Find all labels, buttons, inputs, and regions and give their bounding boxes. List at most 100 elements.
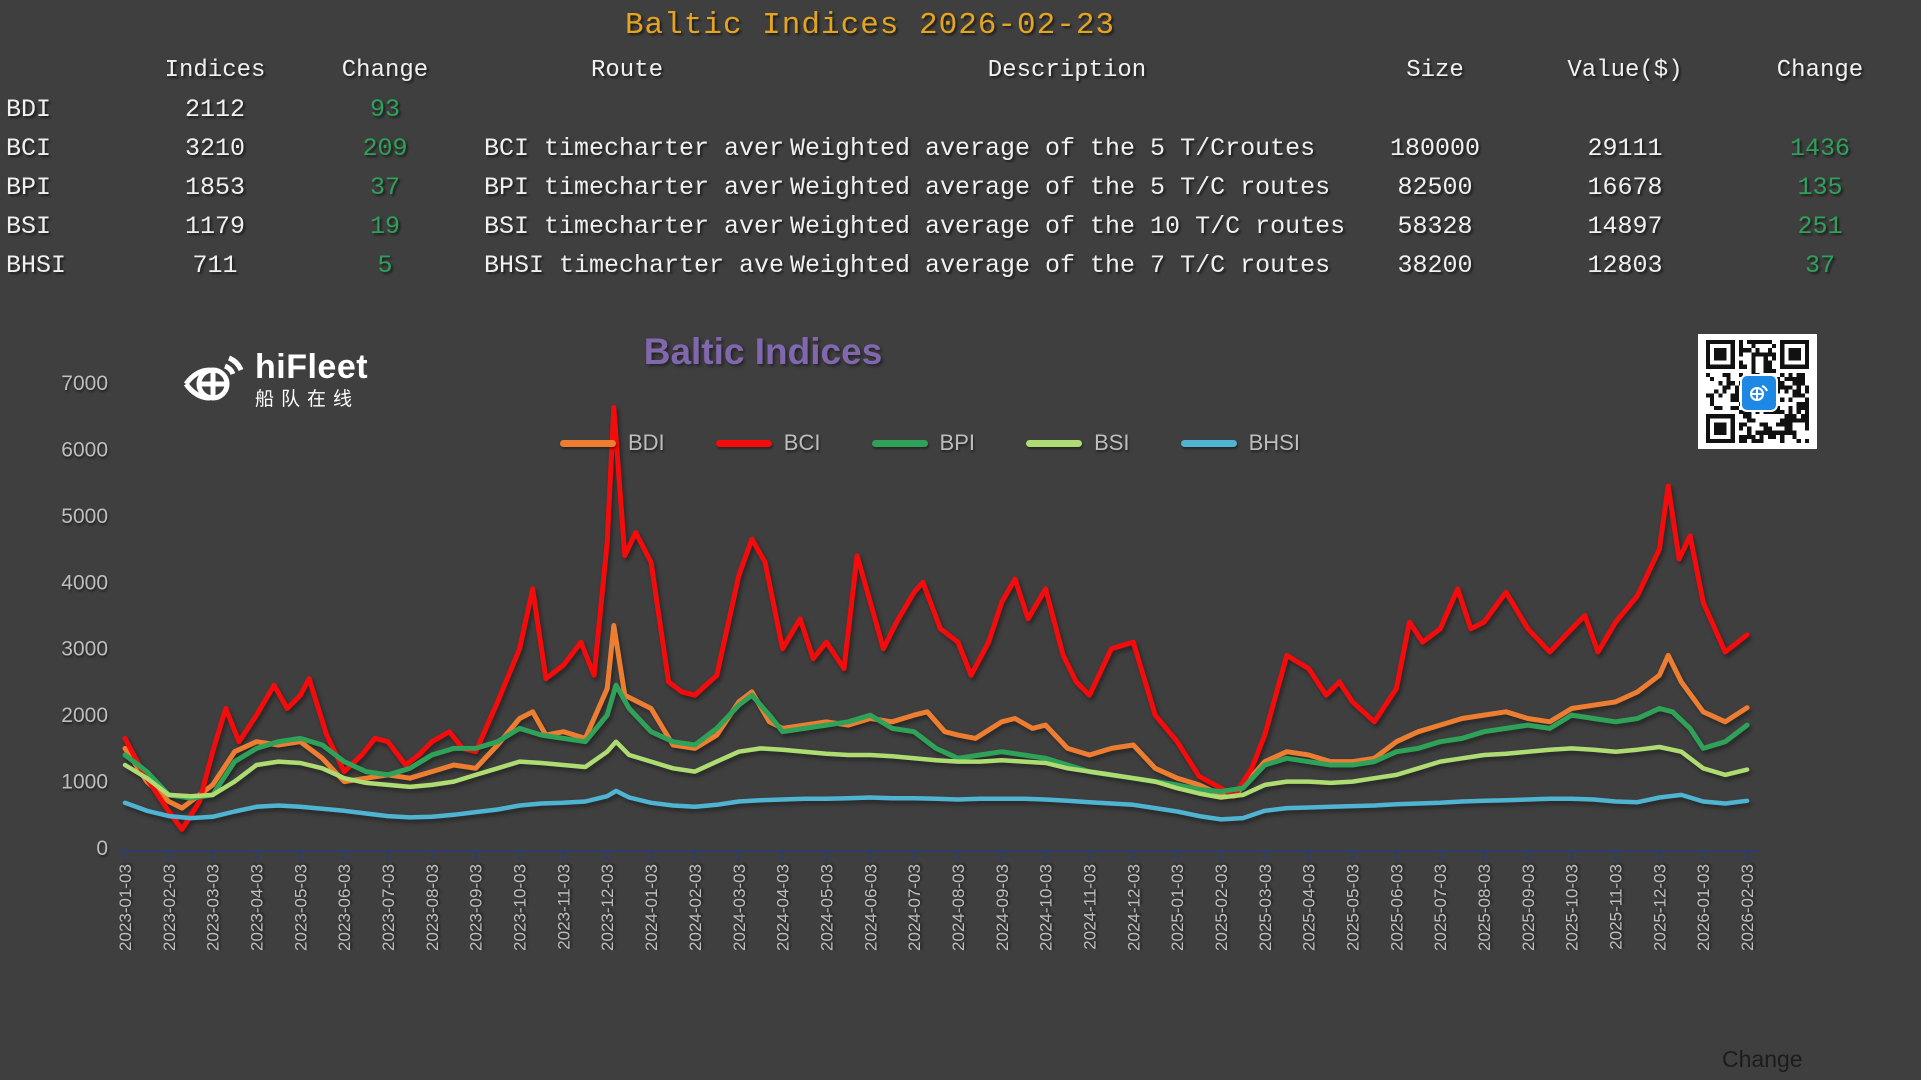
series-line-bhsi [122,788,1750,822]
svg-text:2023-01-03: 2023-01-03 [116,864,135,951]
row-value: 29111 [1587,134,1663,163]
legend-item-bdi: BDI [560,430,665,456]
svg-text:6000: 6000 [61,438,108,461]
col-indices: Indices [164,56,266,84]
svg-text:4000: 4000 [61,571,108,594]
svg-text:2024-01-03: 2024-01-03 [642,864,661,951]
svg-text:2024-04-03: 2024-04-03 [774,864,793,951]
row-route: BHSI timecharter ave [484,251,784,280]
legend-label: BCI [783,430,821,455]
col-value: Value($) [1567,56,1683,84]
row-value: 12803 [1587,251,1663,280]
legend-item-bsi: BSI [1026,430,1130,456]
row-description: Weighted average of the 10 T/C routes [790,212,1346,241]
col-size: Size [1406,56,1464,84]
legend-label: BPI [939,430,975,455]
series-line-bdi [122,623,1750,811]
series-line-bci [122,405,1750,832]
row-value-change: 251 [1797,212,1843,241]
svg-text:2025-04-03: 2025-04-03 [1300,864,1319,951]
row-route: BCI timecharter aver [484,134,784,163]
svg-text:2024-02-03: 2024-02-03 [686,864,705,951]
legend-swatch [1180,439,1237,447]
svg-text:2000: 2000 [61,704,108,727]
svg-text:2023-04-03: 2023-04-03 [248,864,267,951]
legend-item-bhsi: BHSI [1180,430,1300,456]
svg-text:2025-05-03: 2025-05-03 [1344,864,1363,951]
report-title: Baltic Indices 2026-02-23 [624,8,1116,43]
row-description: Weighted average of the 5 T/C routes [790,173,1331,202]
legend-label: BSI [1094,430,1130,455]
col-value-change: Change [1776,56,1864,84]
row-route: BSI timecharter aver [484,212,784,241]
row-change: 19 [369,212,400,241]
svg-text:2023-02-03: 2023-02-03 [160,864,179,951]
svg-text:2023-06-03: 2023-06-03 [335,864,354,951]
svg-text:2024-06-03: 2024-06-03 [861,864,880,951]
hifleet-subtitle: 船队在线 [255,389,360,410]
table-row: BPI 1853 37 BPI timecharter aver Weighted av… [0,168,1921,207]
row-route: BPI timecharter aver [484,173,784,202]
row-index: 1853 [184,173,245,202]
qr-code [1698,334,1817,449]
col-description: Description [987,56,1147,84]
legend-swatch [715,439,772,447]
row-description: Weighted average of the 7 T/C routes [790,251,1331,280]
chart-legend: BDI BCI BPI BSI BHSI [560,430,1300,456]
axes: 0 1000 2000 3000 4000 5000 6000 7000 2023-01-03 2… [61,372,1760,951]
row-size: 38200 [1397,251,1473,280]
table-row: BCI 3210 209 BCI timecharter aver Weighted a… [0,129,1921,168]
svg-text:2023-05-03: 2023-05-03 [291,864,310,951]
legend-swatch [560,439,616,447]
table-row: BHSI 711 5 BHSI timecharter ave Weighted ave… [0,246,1921,285]
svg-text:2024-09-03: 2024-09-03 [993,864,1012,951]
row-name: BPI [6,173,52,202]
svg-text:7000: 7000 [61,372,108,395]
svg-text:1000: 1000 [61,771,108,794]
col-route: Route [590,56,663,84]
row-index: 2112 [184,95,245,124]
hifleet-logo-text: hiFleet 船队在线 [255,348,369,415]
series-line-bsi [122,739,1750,800]
legend-label: BDI [628,430,665,455]
col-change: Change [341,56,429,84]
row-value: 14897 [1587,212,1663,241]
row-name: BCI [6,134,52,163]
svg-text:3000: 3000 [61,638,108,661]
svg-text:2024-03-03: 2024-03-03 [730,864,749,951]
svg-text:2025-12-03: 2025-12-03 [1650,864,1669,951]
svg-text:2025-09-03: 2025-09-03 [1519,864,1538,951]
svg-text:2025-07-03: 2025-07-03 [1431,864,1450,951]
svg-text:2024-07-03: 2024-07-03 [905,864,924,951]
indices-report: Baltic Indices 2026-02-23 Indices Change… [0,0,1921,285]
svg-text:2025-02-03: 2025-02-03 [1212,864,1231,951]
svg-text:2025-06-03: 2025-06-03 [1387,864,1406,951]
svg-text:2025-01-03: 2025-01-03 [1168,864,1187,951]
row-change: 37 [369,173,400,202]
table-row: BDI 2112 93 [0,90,1921,129]
svg-text:0: 0 [96,837,108,860]
table-body: BDI 2112 93 BCI 3210 209 BCI timecharter aver W… [0,90,1921,285]
svg-text:2024-10-03: 2024-10-03 [1037,864,1056,951]
svg-text:2024-08-03: 2024-08-03 [949,864,968,951]
row-change: 209 [362,134,408,163]
svg-text:2024-12-03: 2024-12-03 [1124,864,1143,951]
svg-text:2025-08-03: 2025-08-03 [1475,864,1494,951]
svg-text:2023-10-03: 2023-10-03 [511,864,530,951]
svg-text:2023-09-03: 2023-09-03 [467,864,486,951]
svg-text:2026-02-03: 2026-02-03 [1738,864,1757,951]
series-lines [122,405,1750,832]
legend-swatch [871,439,928,447]
row-value: 16678 [1587,173,1663,202]
svg-text:5000: 5000 [61,505,108,528]
svg-text:2023-08-03: 2023-08-03 [423,864,442,951]
hifleet-name: hiFleet [255,348,369,386]
svg-text:2023-12-03: 2023-12-03 [598,864,617,951]
row-size: 58328 [1397,212,1473,241]
row-name: BSI [6,212,52,241]
qr-center-logo [1740,374,1778,412]
svg-text:2025-03-03: 2025-03-03 [1256,864,1275,951]
legend-label: BHSI [1248,430,1300,455]
footer-change-label: Change [1722,1046,1803,1072]
